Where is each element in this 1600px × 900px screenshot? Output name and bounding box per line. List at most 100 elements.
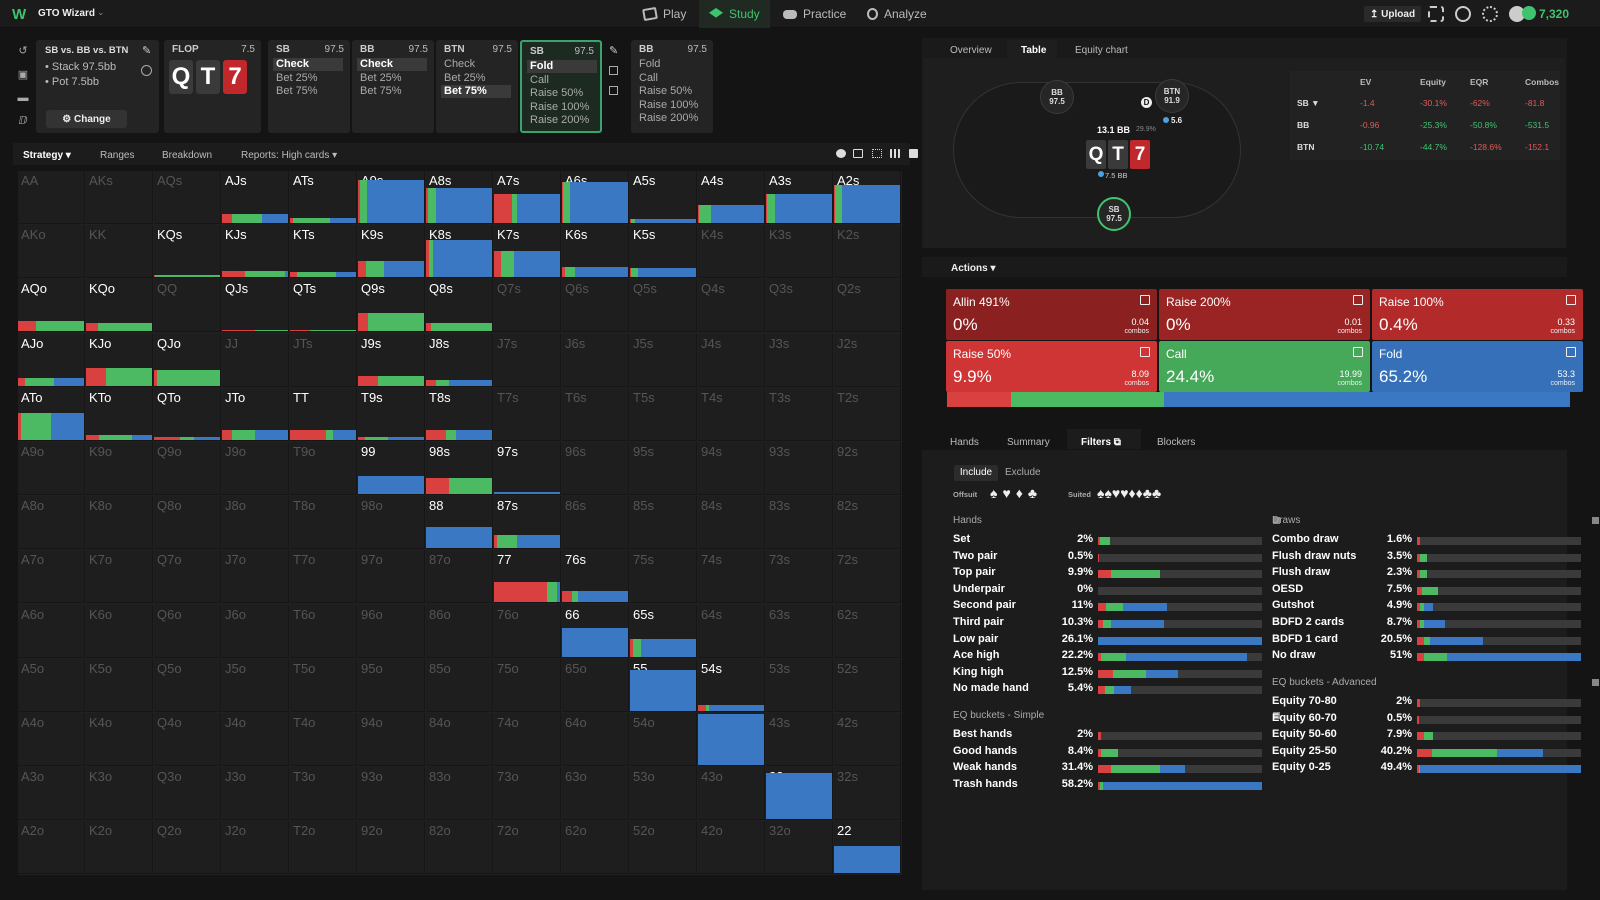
hand-cell[interactable]: 98o: [358, 496, 425, 550]
hand-cell[interactable]: 86o: [426, 604, 493, 658]
suited-suit-toggle[interactable]: ♥♥: [1111, 485, 1129, 501]
hand-cell[interactable]: T6o: [290, 604, 357, 658]
hand-cell[interactable]: A9s: [358, 171, 425, 224]
edit-pencil-icon[interactable]: ✎: [609, 45, 619, 57]
grid-view-icon[interactable]: [890, 149, 900, 158]
tree-node-sb[interactable]: SB 97.5 Check Bet 25% Bet 75%: [268, 40, 350, 133]
nav-play[interactable]: Play: [633, 0, 696, 28]
hand-cell[interactable]: J8o: [222, 496, 289, 550]
hand-cell[interactable]: T7s: [494, 387, 561, 441]
suited-suit-toggle[interactable]: ♦♦: [1128, 485, 1143, 501]
action-box[interactable]: Raise 200% 0% 0.01 combos: [1159, 289, 1370, 340]
tree-node-bb[interactable]: BB 97.5 Check Bet 25% Bet 75%: [352, 40, 434, 133]
hand-cell[interactable]: A4s: [698, 171, 765, 224]
info-icon[interactable]: [141, 65, 152, 76]
save-icon[interactable]: ▣: [17, 69, 29, 81]
hand-cell[interactable]: K7o: [86, 550, 153, 604]
hand-cell[interactable]: 73s: [766, 550, 833, 604]
hand-cell[interactable]: 43s: [766, 713, 833, 766]
hand-cell[interactable]: J8s: [426, 333, 493, 387]
tab-equity-chart[interactable]: Equity chart: [1075, 45, 1128, 56]
hand-cell[interactable]: J9o: [222, 442, 289, 495]
hand-cell[interactable]: T3o: [290, 767, 357, 821]
hand-cell[interactable]: 62s: [834, 604, 901, 658]
split-view-icon[interactable]: [853, 149, 863, 158]
hand-cell[interactable]: 52s: [834, 658, 901, 712]
suit-toggle[interactable]: ♦: [1015, 485, 1023, 501]
hand-cell[interactable]: 96o: [358, 604, 425, 658]
hand-cell[interactable]: J6o: [222, 604, 289, 658]
hand-cell[interactable]: 86s: [562, 496, 629, 550]
tree-node-bb[interactable]: BB 97.5 Fold Call Raise 50% Raise 100% Raise 2…: [631, 40, 713, 133]
hand-cell[interactable]: Q5o: [154, 658, 221, 712]
hand-cell[interactable]: K6o: [86, 604, 153, 658]
tree-option[interactable]: Bet 75%: [360, 85, 402, 97]
draws-row[interactable]: OESD 7.5%: [1272, 583, 1600, 599]
hand-cell[interactable]: JTo: [222, 387, 289, 441]
hand-cell[interactable]: 72o: [494, 821, 561, 875]
hand-cell[interactable]: A4o: [18, 713, 85, 766]
hand-cell[interactable]: K8o: [86, 496, 153, 550]
eq-table-pos[interactable]: BB: [1297, 120, 1310, 130]
hand-cell[interactable]: A5s: [630, 171, 697, 224]
hand-cell[interactable]: QQ: [154, 279, 221, 333]
hand-cell[interactable]: KQs: [154, 225, 221, 279]
hand-cell[interactable]: TT: [290, 387, 357, 441]
nav-study[interactable]: Study: [699, 0, 770, 28]
hand-cell[interactable]: T2s: [834, 387, 901, 441]
tab-reports[interactable]: Reports: High cards ▾: [241, 150, 337, 161]
tree-node-flop[interactable]: FLOP 7.5 Q T 7: [164, 40, 261, 133]
hand-cell[interactable]: 32o: [766, 821, 833, 875]
hand-cell[interactable]: Q3o: [154, 767, 221, 821]
eq-advanced-row[interactable]: Equity 50-60 7.9%: [1272, 728, 1600, 744]
suit-toggle[interactable]: ♠: [990, 485, 998, 501]
tab-table[interactable]: Table: [1021, 45, 1047, 56]
hand-cell[interactable]: Q7o: [154, 550, 221, 604]
hand-cell[interactable]: T9s: [358, 387, 425, 441]
expand-icon[interactable]: [1353, 347, 1363, 357]
draws-row[interactable]: BDFD 1 card 20.5%: [1272, 633, 1600, 649]
hand-cell[interactable]: 97s: [494, 442, 561, 495]
hand-cell[interactable]: K7s: [494, 225, 561, 279]
hands-row[interactable]: King high 12.5%: [953, 666, 1283, 682]
hand-cell[interactable]: Q9o: [154, 442, 221, 495]
seat-sb[interactable]: SB 97.5: [1097, 197, 1131, 231]
hand-cell[interactable]: 54s: [698, 658, 765, 712]
hand-cell[interactable]: 98s: [426, 442, 493, 495]
hand-cell[interactable]: 96s: [562, 442, 629, 495]
hand-cell[interactable]: A6o: [18, 604, 85, 658]
tree-node-sb[interactable]: SB 97.5 Fold Call Raise 50% Raise 100% Raise 2…: [520, 40, 602, 133]
hand-cell[interactable]: A5o: [18, 658, 85, 712]
hand-cell[interactable]: 22: [834, 821, 901, 875]
action-box[interactable]: Call 24.4% 19.99 combos: [1159, 341, 1370, 392]
hand-cell[interactable]: A8o: [18, 496, 85, 550]
action-box[interactable]: Allin 491% 0% 0.04 combos: [946, 289, 1157, 340]
hand-cell[interactable]: KJs: [222, 225, 289, 279]
hand-cell[interactable]: 83s: [766, 496, 833, 550]
hand-cell[interactable]: 74s: [698, 550, 765, 604]
hand-cell[interactable]: 72s: [834, 550, 901, 604]
hand-cell[interactable]: JJ: [222, 333, 289, 387]
tree-option[interactable]: Raise 50%: [530, 87, 584, 99]
hand-cell[interactable]: K9o: [86, 442, 153, 495]
hand-cell[interactable]: 99: [358, 442, 425, 495]
hand-cell[interactable]: A2s: [834, 171, 901, 224]
seat-bb[interactable]: BB 97.5: [1040, 80, 1074, 114]
hand-cell[interactable]: Q8o: [154, 496, 221, 550]
hands-row[interactable]: Low pair 26.1%: [953, 633, 1283, 649]
hand-cell[interactable]: 66: [562, 604, 629, 658]
tree-option[interactable]: Raise 200%: [639, 112, 699, 124]
tree-option[interactable]: Raise 100%: [530, 100, 590, 113]
upload-button[interactable]: ↥ Upload: [1364, 6, 1422, 22]
hand-cell[interactable]: 64s: [698, 604, 765, 658]
tree-option[interactable]: Fold: [639, 58, 661, 70]
hand-cell[interactable]: K9s: [358, 225, 425, 279]
tree-option[interactable]: Call: [639, 71, 658, 84]
hand-cell[interactable]: Q2s: [834, 279, 901, 333]
eq-advanced-expand-icon[interactable]: [1592, 679, 1599, 686]
eq-advanced-row[interactable]: Equity 0-25 49.4%: [1272, 761, 1600, 777]
hand-cell[interactable]: A3s: [766, 171, 833, 224]
compact-view-icon[interactable]: [872, 149, 882, 158]
hand-cell[interactable]: A7s: [494, 171, 561, 224]
hands-row[interactable]: Second pair 11%: [953, 599, 1283, 615]
